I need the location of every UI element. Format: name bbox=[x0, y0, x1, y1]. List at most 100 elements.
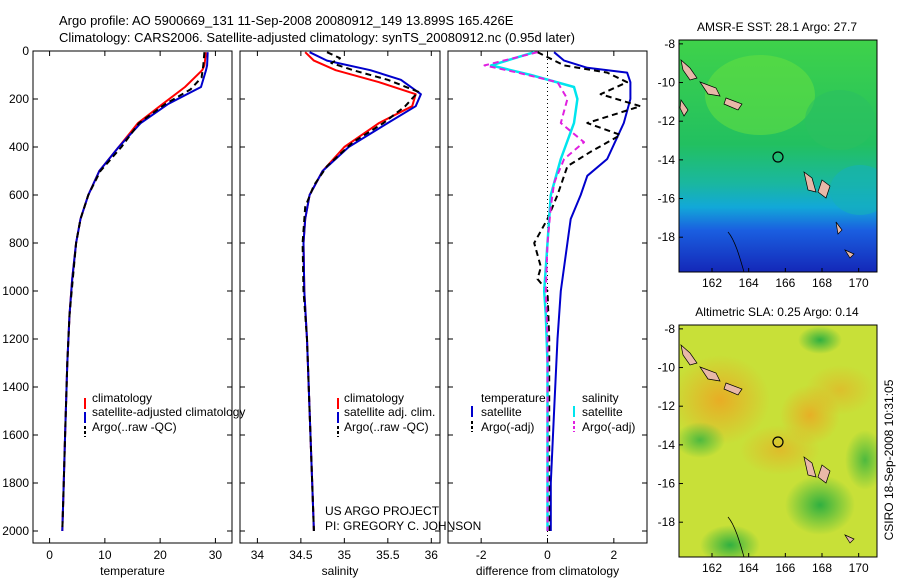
temperature-ytick-label: 800 bbox=[9, 236, 29, 250]
sla-ytick-label: -10 bbox=[658, 361, 676, 375]
salinity-xtick-label: 34.5 bbox=[289, 548, 313, 562]
sst-map-frame bbox=[678, 39, 878, 273]
legend-group-temperature-title: temperature bbox=[481, 391, 546, 405]
sst-xtick-label: 168 bbox=[812, 276, 832, 290]
pi-line: PI: GREGORY C. JOHNSON bbox=[325, 519, 481, 533]
island-sla-vanuatu-b bbox=[817, 464, 831, 484]
difference-series-temperature-argo-adj- bbox=[533, 51, 642, 531]
salinity-series-argo-raw-qc- bbox=[301, 51, 420, 532]
sst-ytick-label: -8 bbox=[664, 37, 675, 51]
island-solomon-c bbox=[679, 99, 689, 117]
sla-high-4 bbox=[740, 425, 820, 475]
difference-xtick-label: -2 bbox=[476, 548, 487, 562]
difference-xtick-label: 2 bbox=[610, 548, 617, 562]
salinity-xtick-label: 34 bbox=[251, 548, 265, 562]
island-sla-solomon-b bbox=[723, 382, 743, 396]
difference-series-salinity-satellite bbox=[489, 51, 579, 531]
legend-sal-climatology-label: climatology bbox=[344, 391, 404, 405]
sst-xtick-label: 164 bbox=[739, 276, 759, 290]
temperature-xlabel: temperature bbox=[100, 564, 165, 578]
difference-xlabel: difference from climatology bbox=[476, 564, 619, 578]
temperature-panel: 0 10 20 30 temperature 0 200 400 600 800 1000 1200 1… bbox=[2, 44, 233, 578]
sla-xtick-label: 168 bbox=[812, 561, 832, 575]
salinity-axes-box bbox=[239, 50, 441, 544]
sla-xtick-label: 170 bbox=[849, 561, 869, 575]
temperature-legend: climatology satellite-adjusted climatolo… bbox=[84, 391, 245, 437]
legend-sal-satellite-label: satellite adj. clim. bbox=[344, 405, 435, 419]
temperature-axes-box bbox=[32, 50, 233, 544]
salinity-legend: climatology satellite adj. clim. Argo(..… bbox=[337, 391, 435, 437]
sst-map-axes: 162 164 166 168 170 -8 -10 -12 -14 -16 -18 bbox=[658, 37, 869, 290]
header-line-1: Argo profile: AO 5900669_131 11-Sep-2008… bbox=[59, 13, 514, 28]
temperature-series-argo-raw-qc- bbox=[61, 52, 206, 532]
temperature-ytick-label: 2000 bbox=[2, 524, 29, 538]
sst-warm-patch bbox=[705, 55, 815, 135]
legend-argo-label: Argo(..raw -QC) bbox=[92, 420, 177, 434]
salinity-xtick-label: 36 bbox=[425, 548, 439, 562]
temperature-xtick-label: 0 bbox=[46, 548, 53, 562]
island-bougainville bbox=[680, 59, 698, 81]
sst-patch-2 bbox=[805, 90, 875, 150]
sst-map bbox=[678, 39, 878, 273]
sla-xtick-label: 162 bbox=[702, 561, 722, 575]
sst-xtick-label: 162 bbox=[702, 276, 722, 290]
sla-map-axes: 162 164 166 168 170 -8 -10 -12 -14 -16 -18 bbox=[658, 322, 869, 575]
sla-ytick-label: -18 bbox=[658, 515, 676, 529]
legend-diff-t-satellite-label: satellite bbox=[481, 405, 522, 419]
sla-ytick-label: -8 bbox=[664, 322, 675, 336]
sst-xtick-label: 166 bbox=[775, 276, 795, 290]
sla-map bbox=[678, 324, 878, 558]
island-solomon-b bbox=[723, 97, 743, 111]
salinity-xlabel: salinity bbox=[322, 564, 359, 578]
salinity-xtick-label: 35.5 bbox=[376, 548, 400, 562]
island-sla-solomon-a bbox=[699, 366, 721, 382]
sla-xtick-label: 166 bbox=[775, 561, 795, 575]
island-vanuatu-c bbox=[835, 221, 843, 235]
temperature-ytick-label: 400 bbox=[9, 140, 29, 154]
temperature-xtick-label: 20 bbox=[153, 548, 167, 562]
sla-coast-line bbox=[727, 516, 745, 557]
sla-ytick-label: -14 bbox=[658, 438, 676, 452]
sla-low-4 bbox=[700, 525, 760, 557]
legend-sal-argo-label: Argo(..raw -QC) bbox=[344, 420, 429, 434]
island-sla-vanuatu-a bbox=[803, 456, 817, 478]
temperature-ytick-label: 0 bbox=[22, 44, 29, 58]
salinity-xtick-label: 35 bbox=[338, 548, 352, 562]
project-line: US ARGO PROJECT bbox=[325, 504, 440, 518]
sst-islands bbox=[679, 59, 855, 259]
temperature-ytick-label: 1800 bbox=[2, 476, 29, 490]
sla-xtick-label: 164 bbox=[739, 561, 759, 575]
sla-low-3 bbox=[785, 475, 855, 535]
sla-low-1 bbox=[798, 326, 842, 354]
island-sla-bougainville bbox=[680, 344, 698, 366]
header-line-2: Climatology: CARS2006. Satellite-adjuste… bbox=[59, 30, 575, 45]
temperature-xtick-label: 30 bbox=[209, 548, 223, 562]
sla-ytick-label: -16 bbox=[658, 477, 676, 491]
island-solomon-a bbox=[699, 81, 721, 97]
temperature-ytick-label: 1000 bbox=[2, 284, 29, 298]
salinity-panel: 34 34.5 35 35.5 36 salinity bbox=[239, 50, 441, 578]
temperature-ytick-label: 600 bbox=[9, 188, 29, 202]
sst-ytick-label: -16 bbox=[658, 192, 676, 206]
temperature-ytick-label: 1600 bbox=[2, 428, 29, 442]
island-vanuatu-d bbox=[844, 249, 855, 259]
sst-ytick-label: -12 bbox=[658, 114, 676, 128]
sla-islands bbox=[680, 344, 855, 544]
sst-ytick-label: -14 bbox=[658, 153, 676, 167]
legend-satellite-label: satellite-adjusted climatology bbox=[92, 405, 245, 419]
sst-patch-3 bbox=[830, 165, 877, 215]
difference-panel: -2 0 2 difference from climatology bbox=[447, 50, 648, 578]
temperature-ytick-label: 1200 bbox=[2, 332, 29, 346]
sst-argo-marker bbox=[772, 151, 784, 163]
side-timestamp: CSIRO 18-Sep-2008 10:31:05 bbox=[882, 379, 896, 540]
sla-map-title: Altimetric SLA: 0.25 Argo: 0.14 bbox=[695, 305, 859, 319]
sst-ytick-label: -18 bbox=[658, 230, 676, 244]
legend-diff-s-argo-label: Argo(-adj) bbox=[582, 420, 635, 434]
difference-series-salinity-argo-adj- bbox=[483, 51, 585, 531]
sst-ytick-label: -10 bbox=[658, 76, 676, 90]
legend-diff-t-argo-label: Argo(-adj) bbox=[481, 420, 534, 434]
island-vanuatu-b bbox=[817, 179, 831, 199]
temperature-xtick-label: 10 bbox=[98, 548, 112, 562]
sst-map-title: AMSR-E SST: 28.1 Argo: 27.7 bbox=[697, 20, 857, 34]
